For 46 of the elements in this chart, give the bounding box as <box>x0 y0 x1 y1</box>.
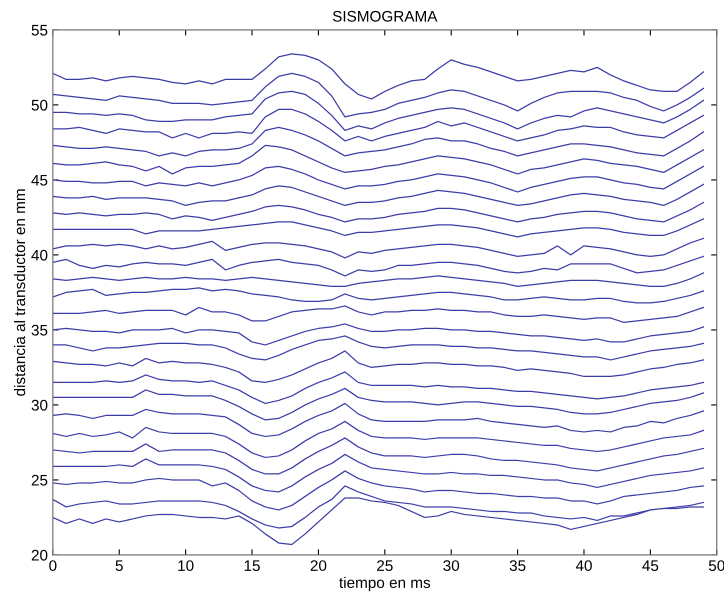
line-series <box>52 388 704 421</box>
x-tick-label: 15 <box>244 560 260 572</box>
x-axis-title: tiempo en ms <box>339 576 430 592</box>
y-tick-label: 30 <box>32 400 48 411</box>
y-tick-label: 35 <box>32 324 48 336</box>
line-series <box>52 256 704 277</box>
line-series <box>52 166 704 193</box>
line-series <box>52 272 704 288</box>
x-tick-label: 45 <box>642 560 658 572</box>
x-tick-label: 35 <box>510 560 526 572</box>
y-tick-label: 55 <box>32 24 48 36</box>
line-series <box>52 72 704 118</box>
y-tick-label: 20 <box>32 550 48 561</box>
x-tick-label: 40 <box>576 560 592 572</box>
line-series <box>52 454 704 493</box>
line-series <box>52 238 704 259</box>
y-tick-label: 25 <box>32 474 48 486</box>
x-tick-label: 30 <box>443 560 460 572</box>
line-series <box>52 90 704 132</box>
chart-title: SISMOGRAMA <box>332 10 438 22</box>
line-series <box>52 470 704 511</box>
line-series <box>52 335 704 361</box>
line-series <box>52 126 704 157</box>
line-series <box>52 287 704 304</box>
x-tick-label: 10 <box>178 560 194 572</box>
line-series <box>52 420 704 458</box>
y-axis-title: distancia al transductor en mm <box>14 189 26 396</box>
line-series <box>52 305 704 324</box>
x-tick-label: 5 <box>116 560 123 572</box>
y-tick-label: 50 <box>32 100 48 111</box>
line-series <box>52 402 704 438</box>
line-series <box>52 350 704 384</box>
x-tick-label: 25 <box>377 560 393 572</box>
line-series <box>52 323 704 346</box>
line-series <box>52 184 704 206</box>
line-series <box>52 202 704 223</box>
x-tick-label: 0 <box>49 560 57 572</box>
line-series <box>52 218 704 238</box>
line-series <box>52 108 704 142</box>
x-tick-label: 20 <box>310 560 326 572</box>
line-series <box>52 371 704 404</box>
line-series <box>52 144 704 175</box>
line-series <box>52 53 704 100</box>
y-tick-label: 45 <box>31 174 48 186</box>
line-series <box>52 437 704 475</box>
y-tick-label: 40 <box>31 250 48 261</box>
